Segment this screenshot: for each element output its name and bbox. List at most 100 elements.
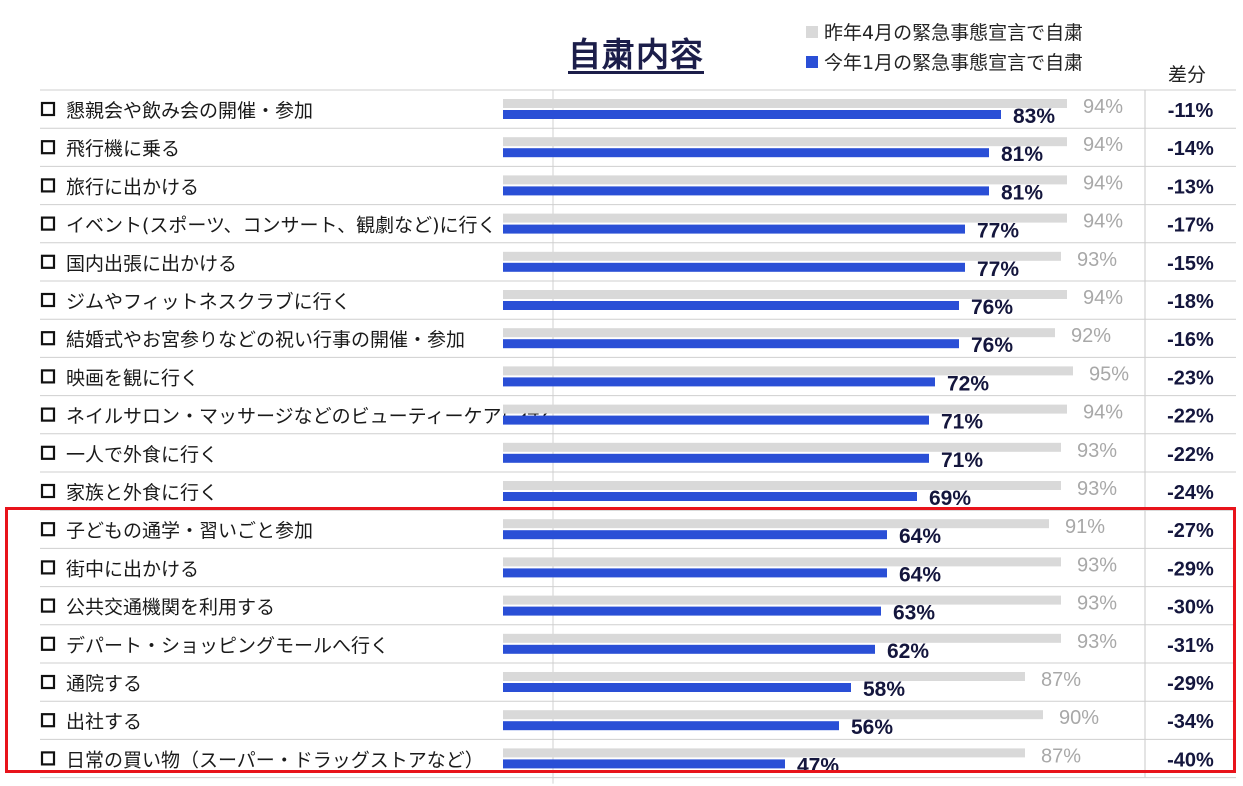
bar-last-year — [503, 748, 1025, 758]
checkbox-icon — [40, 636, 56, 651]
value-label-last-year: 94% — [1083, 172, 1123, 194]
value-label-this-year: 77% — [977, 220, 1019, 243]
bar-last-year — [503, 519, 1049, 529]
highlight-box — [5, 507, 1236, 773]
value-label-last-year: 87% — [1041, 745, 1081, 767]
diff-value: -29% — [1167, 558, 1214, 580]
value-label-this-year: 83% — [1013, 105, 1055, 128]
diff-column-header: 差分 — [1168, 64, 1207, 86]
category-label: 国内出張に出かける — [66, 253, 237, 275]
value-label-last-year: 94% — [1083, 211, 1123, 233]
bar-this-year — [503, 262, 965, 272]
value-label-last-year: 93% — [1077, 478, 1117, 500]
value-label-this-year: 81% — [1001, 181, 1043, 204]
value-label-last-year: 93% — [1077, 440, 1117, 462]
bar-last-year — [503, 290, 1067, 299]
checkbox-icon — [40, 483, 56, 499]
bar-last-year — [503, 672, 1025, 681]
diff-value: -13% — [1167, 176, 1214, 198]
bar-last-year — [503, 595, 1061, 605]
bar-this-year — [503, 377, 935, 387]
bar-last-year — [503, 251, 1061, 261]
category-label: 家族と外食に行く — [66, 482, 218, 504]
checkbox-icon — [40, 445, 56, 460]
category-label: イベント(スポーツ、コンサート、観劇など)に行く — [66, 215, 497, 237]
checkbox-icon — [40, 369, 56, 384]
bar-this-year — [503, 224, 965, 234]
bar-last-year — [503, 137, 1067, 147]
bar-this-year — [503, 759, 785, 769]
chart-title: 自粛内容 — [568, 35, 704, 74]
bar-this-year — [503, 721, 839, 731]
value-label-this-year: 76% — [971, 334, 1013, 357]
value-label-last-year: 91% — [1065, 516, 1105, 538]
legend-label-this-year: 今年1月の緊急事態宣言で自粛 — [824, 52, 1084, 74]
value-label-this-year: 62% — [887, 640, 929, 663]
value-label-this-year: 56% — [851, 716, 893, 739]
legend-label-last-year: 昨年4月の緊急事態宣言で自粛 — [824, 22, 1084, 44]
bar-this-year — [503, 644, 875, 654]
category-label: デパート・ショッピングモールへ行く — [66, 635, 389, 657]
bar-last-year — [503, 213, 1067, 223]
category-label: 出社する — [66, 711, 142, 733]
diff-value: -16% — [1167, 329, 1214, 351]
diff-value: -30% — [1167, 597, 1214, 619]
checkbox-icon — [40, 331, 56, 346]
category-label: ジムやフィットネスクラブに行く — [66, 290, 351, 313]
bar-last-year — [503, 481, 1061, 490]
checkbox-icon — [40, 598, 56, 613]
category-label: 日常の買い物（スーパー・ドラッグストアなど） — [66, 749, 484, 771]
checkbox-icon — [40, 101, 56, 117]
diff-value: -18% — [1167, 291, 1214, 313]
legend-swatch-gray — [806, 25, 818, 38]
diff-value: -29% — [1167, 673, 1214, 695]
category-label: 映画を観に行く — [66, 367, 199, 389]
bar-this-year — [503, 110, 1001, 119]
value-label-this-year: 69% — [929, 487, 971, 510]
category-label: 子どもの通学・習いごと参加 — [66, 520, 313, 542]
value-label-this-year: 64% — [899, 563, 941, 586]
value-label-last-year: 93% — [1077, 554, 1117, 576]
checkbox-icon — [40, 522, 56, 537]
diff-value: -17% — [1167, 215, 1214, 237]
value-label-last-year: 92% — [1071, 325, 1111, 347]
bar-this-year — [503, 453, 929, 463]
diff-value: -24% — [1167, 482, 1214, 504]
legend-item-this-year: 今年1月の緊急事態宣言で自粛 — [806, 48, 1083, 75]
diff-value: -22% — [1167, 444, 1214, 466]
value-label-this-year: 81% — [1001, 143, 1043, 166]
diff-value: -27% — [1167, 520, 1214, 542]
bar-this-year — [503, 415, 929, 425]
bar-last-year — [503, 404, 1067, 414]
diff-value: -15% — [1167, 253, 1214, 275]
checkbox-icon — [40, 560, 56, 575]
diff-value: -22% — [1167, 406, 1214, 428]
bar-last-year — [503, 557, 1061, 567]
value-label-this-year: 71% — [941, 411, 983, 434]
value-label-this-year: 64% — [899, 525, 941, 548]
bar-this-year — [503, 530, 887, 540]
diff-value: -11% — [1168, 100, 1214, 122]
bar-last-year — [503, 633, 1061, 643]
bar-this-year — [503, 301, 959, 310]
value-label-this-year: 72% — [947, 372, 989, 395]
diff-value: -23% — [1167, 367, 1214, 389]
category-label: 公共交通機関を利用する — [66, 597, 275, 619]
value-label-last-year: 93% — [1077, 631, 1117, 653]
legend-item-last-year: 昨年4月の緊急事態宣言で自粛 — [806, 18, 1083, 45]
category-label: 旅行に出かける — [66, 176, 199, 198]
checkbox-icon — [40, 140, 56, 155]
category-label: 一人で外食に行く — [66, 444, 218, 466]
category-label: 通院する — [66, 673, 142, 695]
value-label-last-year: 95% — [1089, 363, 1129, 385]
category-label: 結婚式やお宮参りなどの祝い行事の開催・参加 — [66, 329, 465, 351]
bar-this-year — [503, 568, 887, 578]
value-label-last-year: 94% — [1083, 287, 1123, 309]
diff-value: -34% — [1167, 711, 1214, 733]
diff-value: -14% — [1167, 138, 1214, 160]
checkbox-icon — [40, 216, 56, 231]
checkbox-icon — [40, 292, 56, 308]
value-label-this-year: 77% — [977, 258, 1019, 281]
bar-last-year — [503, 710, 1043, 720]
value-label-last-year: 94% — [1083, 134, 1123, 156]
